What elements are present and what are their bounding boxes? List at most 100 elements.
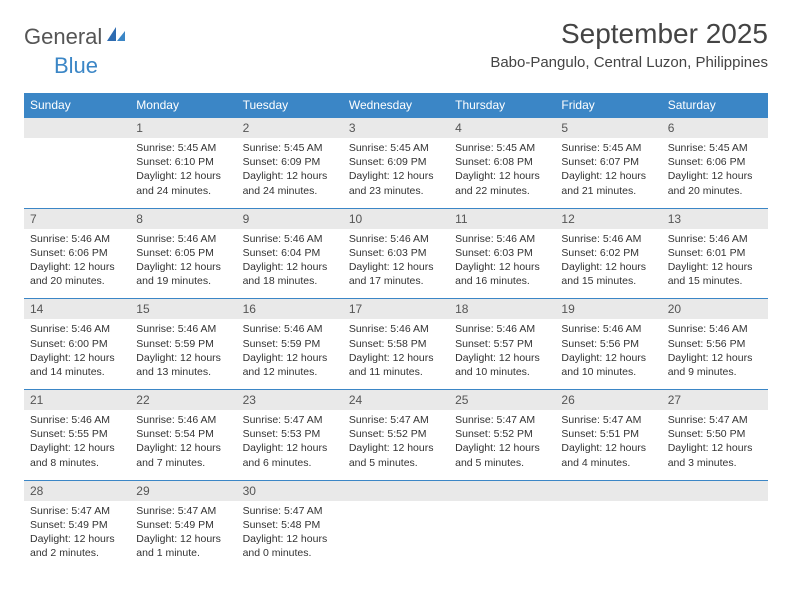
day-content: Sunrise: 5:45 AMSunset: 6:06 PMDaylight:…	[662, 138, 768, 208]
calendar-cell: 29Sunrise: 5:47 AMSunset: 5:49 PMDayligh…	[130, 480, 236, 571]
day-content	[24, 138, 130, 200]
sunset-text: Sunset: 6:09 PM	[349, 155, 443, 169]
day-content: Sunrise: 5:46 AMSunset: 5:59 PMDaylight:…	[130, 319, 236, 389]
sunset-text: Sunset: 5:53 PM	[243, 427, 337, 441]
sunrise-text: Sunrise: 5:46 AM	[668, 232, 762, 246]
sunset-text: Sunset: 6:08 PM	[455, 155, 549, 169]
calendar-cell: 19Sunrise: 5:46 AMSunset: 5:56 PMDayligh…	[555, 298, 661, 389]
sunset-text: Sunset: 5:57 PM	[455, 337, 549, 351]
day-number: 26	[555, 389, 661, 410]
day-number	[24, 117, 130, 138]
logo-text-blue: Blue	[54, 53, 98, 79]
day-content: Sunrise: 5:47 AMSunset: 5:51 PMDaylight:…	[555, 410, 661, 480]
daylight-text: Daylight: 12 hours and 15 minutes.	[668, 260, 762, 288]
sunset-text: Sunset: 5:59 PM	[243, 337, 337, 351]
calendar-cell: 17Sunrise: 5:46 AMSunset: 5:58 PMDayligh…	[343, 298, 449, 389]
daylight-text: Daylight: 12 hours and 15 minutes.	[561, 260, 655, 288]
day-content: Sunrise: 5:46 AMSunset: 5:59 PMDaylight:…	[237, 319, 343, 389]
calendar-cell: 6Sunrise: 5:45 AMSunset: 6:06 PMDaylight…	[662, 117, 768, 208]
calendar-cell: 15Sunrise: 5:46 AMSunset: 5:59 PMDayligh…	[130, 298, 236, 389]
sunset-text: Sunset: 5:58 PM	[349, 337, 443, 351]
calendar-cell: 20Sunrise: 5:46 AMSunset: 5:56 PMDayligh…	[662, 298, 768, 389]
calendar-week-row: 21Sunrise: 5:46 AMSunset: 5:55 PMDayligh…	[24, 389, 768, 480]
sunset-text: Sunset: 5:49 PM	[30, 518, 124, 532]
sunrise-text: Sunrise: 5:45 AM	[561, 141, 655, 155]
sunset-text: Sunset: 5:52 PM	[455, 427, 549, 441]
day-content: Sunrise: 5:45 AMSunset: 6:10 PMDaylight:…	[130, 138, 236, 208]
sunset-text: Sunset: 6:01 PM	[668, 246, 762, 260]
day-number: 12	[555, 208, 661, 229]
day-number: 27	[662, 389, 768, 410]
daylight-text: Daylight: 12 hours and 11 minutes.	[349, 351, 443, 379]
day-number: 17	[343, 298, 449, 319]
daylight-text: Daylight: 12 hours and 21 minutes.	[561, 169, 655, 197]
sunrise-text: Sunrise: 5:46 AM	[561, 322, 655, 336]
sunrise-text: Sunrise: 5:45 AM	[349, 141, 443, 155]
day-number: 30	[237, 480, 343, 501]
calendar-cell: 23Sunrise: 5:47 AMSunset: 5:53 PMDayligh…	[237, 389, 343, 480]
calendar-cell: 30Sunrise: 5:47 AMSunset: 5:48 PMDayligh…	[237, 480, 343, 571]
sunrise-text: Sunrise: 5:46 AM	[30, 322, 124, 336]
day-content	[555, 501, 661, 563]
sunset-text: Sunset: 5:49 PM	[136, 518, 230, 532]
calendar-cell	[24, 117, 130, 208]
day-number: 9	[237, 208, 343, 229]
daylight-text: Daylight: 12 hours and 7 minutes.	[136, 441, 230, 469]
sunrise-text: Sunrise: 5:46 AM	[668, 322, 762, 336]
day-content: Sunrise: 5:46 AMSunset: 6:02 PMDaylight:…	[555, 229, 661, 299]
calendar-week-row: 28Sunrise: 5:47 AMSunset: 5:49 PMDayligh…	[24, 480, 768, 571]
calendar-week-row: 14Sunrise: 5:46 AMSunset: 6:00 PMDayligh…	[24, 298, 768, 389]
calendar-cell: 3Sunrise: 5:45 AMSunset: 6:09 PMDaylight…	[343, 117, 449, 208]
sunset-text: Sunset: 6:06 PM	[668, 155, 762, 169]
sunrise-text: Sunrise: 5:46 AM	[243, 232, 337, 246]
day-number: 13	[662, 208, 768, 229]
day-content: Sunrise: 5:47 AMSunset: 5:49 PMDaylight:…	[24, 501, 130, 571]
title-block: September 2025 Babo-Pangulo, Central Luz…	[490, 18, 768, 71]
daylight-text: Daylight: 12 hours and 5 minutes.	[349, 441, 443, 469]
month-title: September 2025	[490, 18, 768, 50]
day-content: Sunrise: 5:47 AMSunset: 5:48 PMDaylight:…	[237, 501, 343, 571]
sunset-text: Sunset: 6:03 PM	[455, 246, 549, 260]
sunrise-text: Sunrise: 5:47 AM	[561, 413, 655, 427]
day-number: 20	[662, 298, 768, 319]
calendar-cell: 21Sunrise: 5:46 AMSunset: 5:55 PMDayligh…	[24, 389, 130, 480]
day-content: Sunrise: 5:45 AMSunset: 6:09 PMDaylight:…	[237, 138, 343, 208]
day-number	[555, 480, 661, 501]
calendar-cell: 22Sunrise: 5:46 AMSunset: 5:54 PMDayligh…	[130, 389, 236, 480]
calendar-cell: 9Sunrise: 5:46 AMSunset: 6:04 PMDaylight…	[237, 208, 343, 299]
weekday-header: Wednesday	[343, 93, 449, 117]
sunrise-text: Sunrise: 5:45 AM	[455, 141, 549, 155]
day-number: 2	[237, 117, 343, 138]
day-number	[662, 480, 768, 501]
day-content: Sunrise: 5:46 AMSunset: 6:05 PMDaylight:…	[130, 229, 236, 299]
daylight-text: Daylight: 12 hours and 12 minutes.	[243, 351, 337, 379]
day-number: 18	[449, 298, 555, 319]
sunset-text: Sunset: 6:00 PM	[30, 337, 124, 351]
daylight-text: Daylight: 12 hours and 19 minutes.	[136, 260, 230, 288]
day-number: 24	[343, 389, 449, 410]
calendar-cell: 14Sunrise: 5:46 AMSunset: 6:00 PMDayligh…	[24, 298, 130, 389]
weekday-header: Friday	[555, 93, 661, 117]
day-content: Sunrise: 5:46 AMSunset: 5:57 PMDaylight:…	[449, 319, 555, 389]
day-number: 10	[343, 208, 449, 229]
daylight-text: Daylight: 12 hours and 5 minutes.	[455, 441, 549, 469]
day-content: Sunrise: 5:46 AMSunset: 6:00 PMDaylight:…	[24, 319, 130, 389]
sunset-text: Sunset: 5:56 PM	[668, 337, 762, 351]
daylight-text: Daylight: 12 hours and 20 minutes.	[668, 169, 762, 197]
day-number: 29	[130, 480, 236, 501]
day-number: 15	[130, 298, 236, 319]
sunrise-text: Sunrise: 5:45 AM	[668, 141, 762, 155]
sunset-text: Sunset: 6:04 PM	[243, 246, 337, 260]
calendar-week-row: 7Sunrise: 5:46 AMSunset: 6:06 PMDaylight…	[24, 208, 768, 299]
logo-sail-icon	[105, 25, 127, 46]
daylight-text: Daylight: 12 hours and 13 minutes.	[136, 351, 230, 379]
calendar-cell: 8Sunrise: 5:46 AMSunset: 6:05 PMDaylight…	[130, 208, 236, 299]
weekday-header: Thursday	[449, 93, 555, 117]
sunrise-text: Sunrise: 5:47 AM	[243, 413, 337, 427]
sunrise-text: Sunrise: 5:46 AM	[349, 232, 443, 246]
sunset-text: Sunset: 5:59 PM	[136, 337, 230, 351]
day-number: 23	[237, 389, 343, 410]
calendar-cell	[343, 480, 449, 571]
calendar-cell: 4Sunrise: 5:45 AMSunset: 6:08 PMDaylight…	[449, 117, 555, 208]
sunrise-text: Sunrise: 5:47 AM	[30, 504, 124, 518]
